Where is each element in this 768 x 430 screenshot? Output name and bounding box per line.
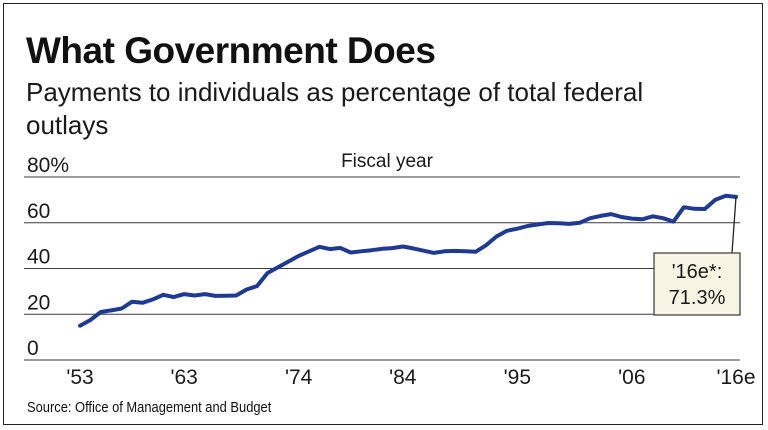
annotation-box [653, 252, 741, 316]
y-tick-label: 0 [27, 337, 39, 360]
annotation-2016: '16e*: 71.3% [653, 196, 741, 316]
x-tick-label: '16e [716, 366, 755, 389]
x-tick-label: '06 [618, 366, 645, 389]
x-tick-label: '84 [389, 366, 417, 389]
chart-frame [3, 3, 763, 425]
x-axis-label: Fiscal year [341, 151, 434, 172]
annotation-line2: 71.3% [669, 287, 726, 309]
y-axis-tick-labels: 0 20 40 60 80% [27, 154, 69, 360]
y-tick-label: 40 [27, 246, 50, 269]
y-tick-label: 80% [27, 154, 69, 177]
annotation-line1: '16e*: [672, 261, 723, 283]
annotation-leader-line [731, 196, 737, 254]
y-tick-label: 20 [27, 291, 50, 314]
x-axis-tick-labels: '53 '63 '74 '84 '95 '06 '16e [66, 366, 755, 389]
x-tick-label: '63 [170, 366, 197, 389]
x-tick-label: '95 [504, 366, 531, 389]
chart-subtitle: Payments to individuals as percentage of… [26, 77, 644, 140]
chart-title: What Government Does [26, 30, 436, 71]
source-note: Source: Office of Management and Budget [27, 399, 272, 416]
y-tick-label: 60 [27, 200, 50, 223]
x-tick-label: '74 [285, 366, 313, 389]
gridlines [24, 176, 740, 361]
x-tick-label: '53 [66, 366, 93, 389]
series-line-payments [78, 193, 738, 328]
